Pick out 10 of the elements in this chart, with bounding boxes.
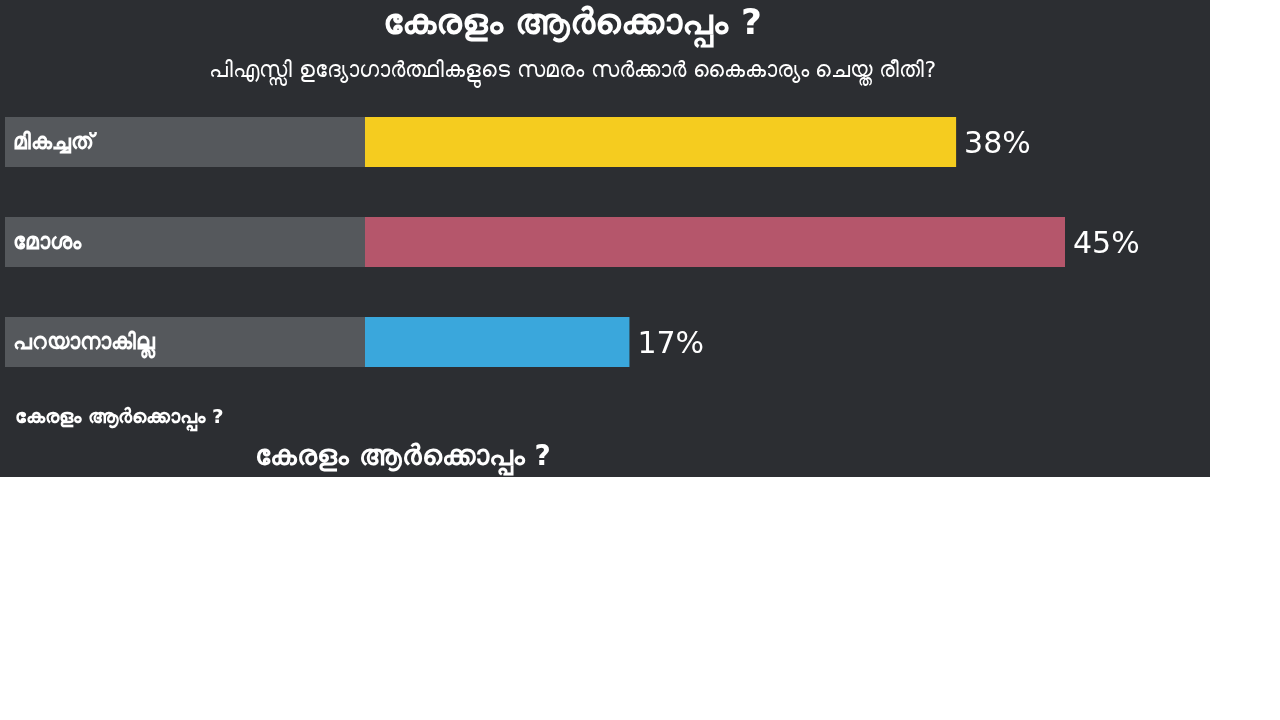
data-label: 38%: [964, 125, 1031, 160]
y-tick-label: മികച്ചത്: [13, 129, 97, 154]
y-tick-label: പറയാനാകില്ല: [13, 329, 156, 359]
text: കേരളം ആർക്കൊപ്പം ?: [15, 404, 224, 432]
chart-title: കേരളം ആർക്കൊപ്പം ?: [382, 1, 762, 48]
data-label: 45%: [1073, 225, 1140, 260]
text: കേരളം ആർക്കൊപ്പം ?: [255, 439, 551, 476]
data-label: 17%: [637, 325, 705, 360]
y-tick-label: മോശം: [13, 229, 82, 254]
chart-subtitle: പിഎസ്സി ഉദ്യോഗാർത്ഥികളുടെ സമരം സർക്കാർ കൈകാര്യം ചെയ്ത രീതി?: [208, 57, 937, 88]
